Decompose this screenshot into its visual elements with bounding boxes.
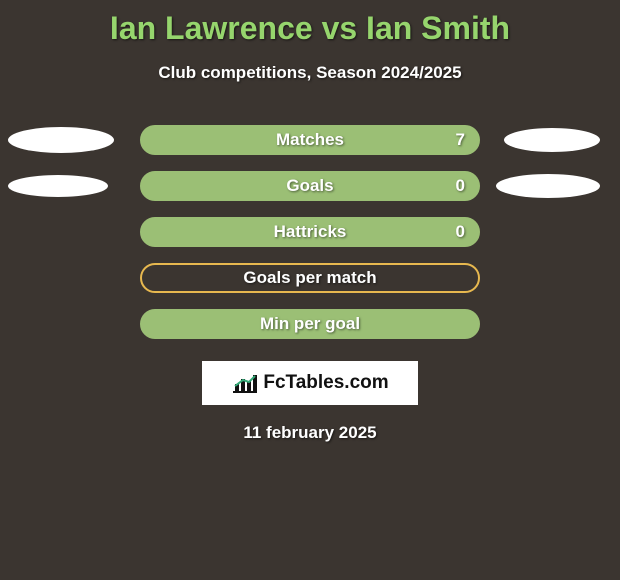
stats-rows: Matches 7 Goals 0 Hattricks 0 Goals per match M… bbox=[0, 117, 620, 347]
right-ellipse bbox=[496, 174, 600, 198]
stat-row: Matches 7 bbox=[0, 117, 620, 163]
stat-bar: Matches 7 bbox=[140, 125, 480, 155]
stat-bar: Min per goal bbox=[140, 309, 480, 339]
stat-value: 7 bbox=[456, 130, 465, 150]
bar-chart-icon bbox=[231, 372, 259, 394]
stat-value: 0 bbox=[456, 222, 465, 242]
page-title: Ian Lawrence vs Ian Smith bbox=[0, 0, 620, 47]
right-ellipse bbox=[504, 128, 600, 152]
date-text: 11 february 2025 bbox=[0, 423, 620, 443]
stat-row: Goals 0 bbox=[0, 163, 620, 209]
stat-label: Min per goal bbox=[260, 314, 360, 334]
stat-label: Matches bbox=[276, 130, 344, 150]
left-ellipse bbox=[8, 127, 114, 153]
stat-row: Min per goal bbox=[0, 301, 620, 347]
stat-bar: Goals 0 bbox=[140, 171, 480, 201]
stat-row: Hattricks 0 bbox=[0, 209, 620, 255]
left-ellipse bbox=[8, 175, 108, 197]
subtitle: Club competitions, Season 2024/2025 bbox=[0, 63, 620, 83]
logo-text: FcTables.com bbox=[263, 372, 388, 394]
logo-box: FcTables.com bbox=[202, 361, 418, 405]
stat-label: Goals per match bbox=[243, 268, 376, 288]
stat-value: 0 bbox=[456, 176, 465, 196]
stat-label: Hattricks bbox=[274, 222, 347, 242]
stat-row: Goals per match bbox=[0, 255, 620, 301]
stat-bar: Goals per match bbox=[140, 263, 480, 293]
stat-label: Goals bbox=[286, 176, 333, 196]
stat-bar: Hattricks 0 bbox=[140, 217, 480, 247]
